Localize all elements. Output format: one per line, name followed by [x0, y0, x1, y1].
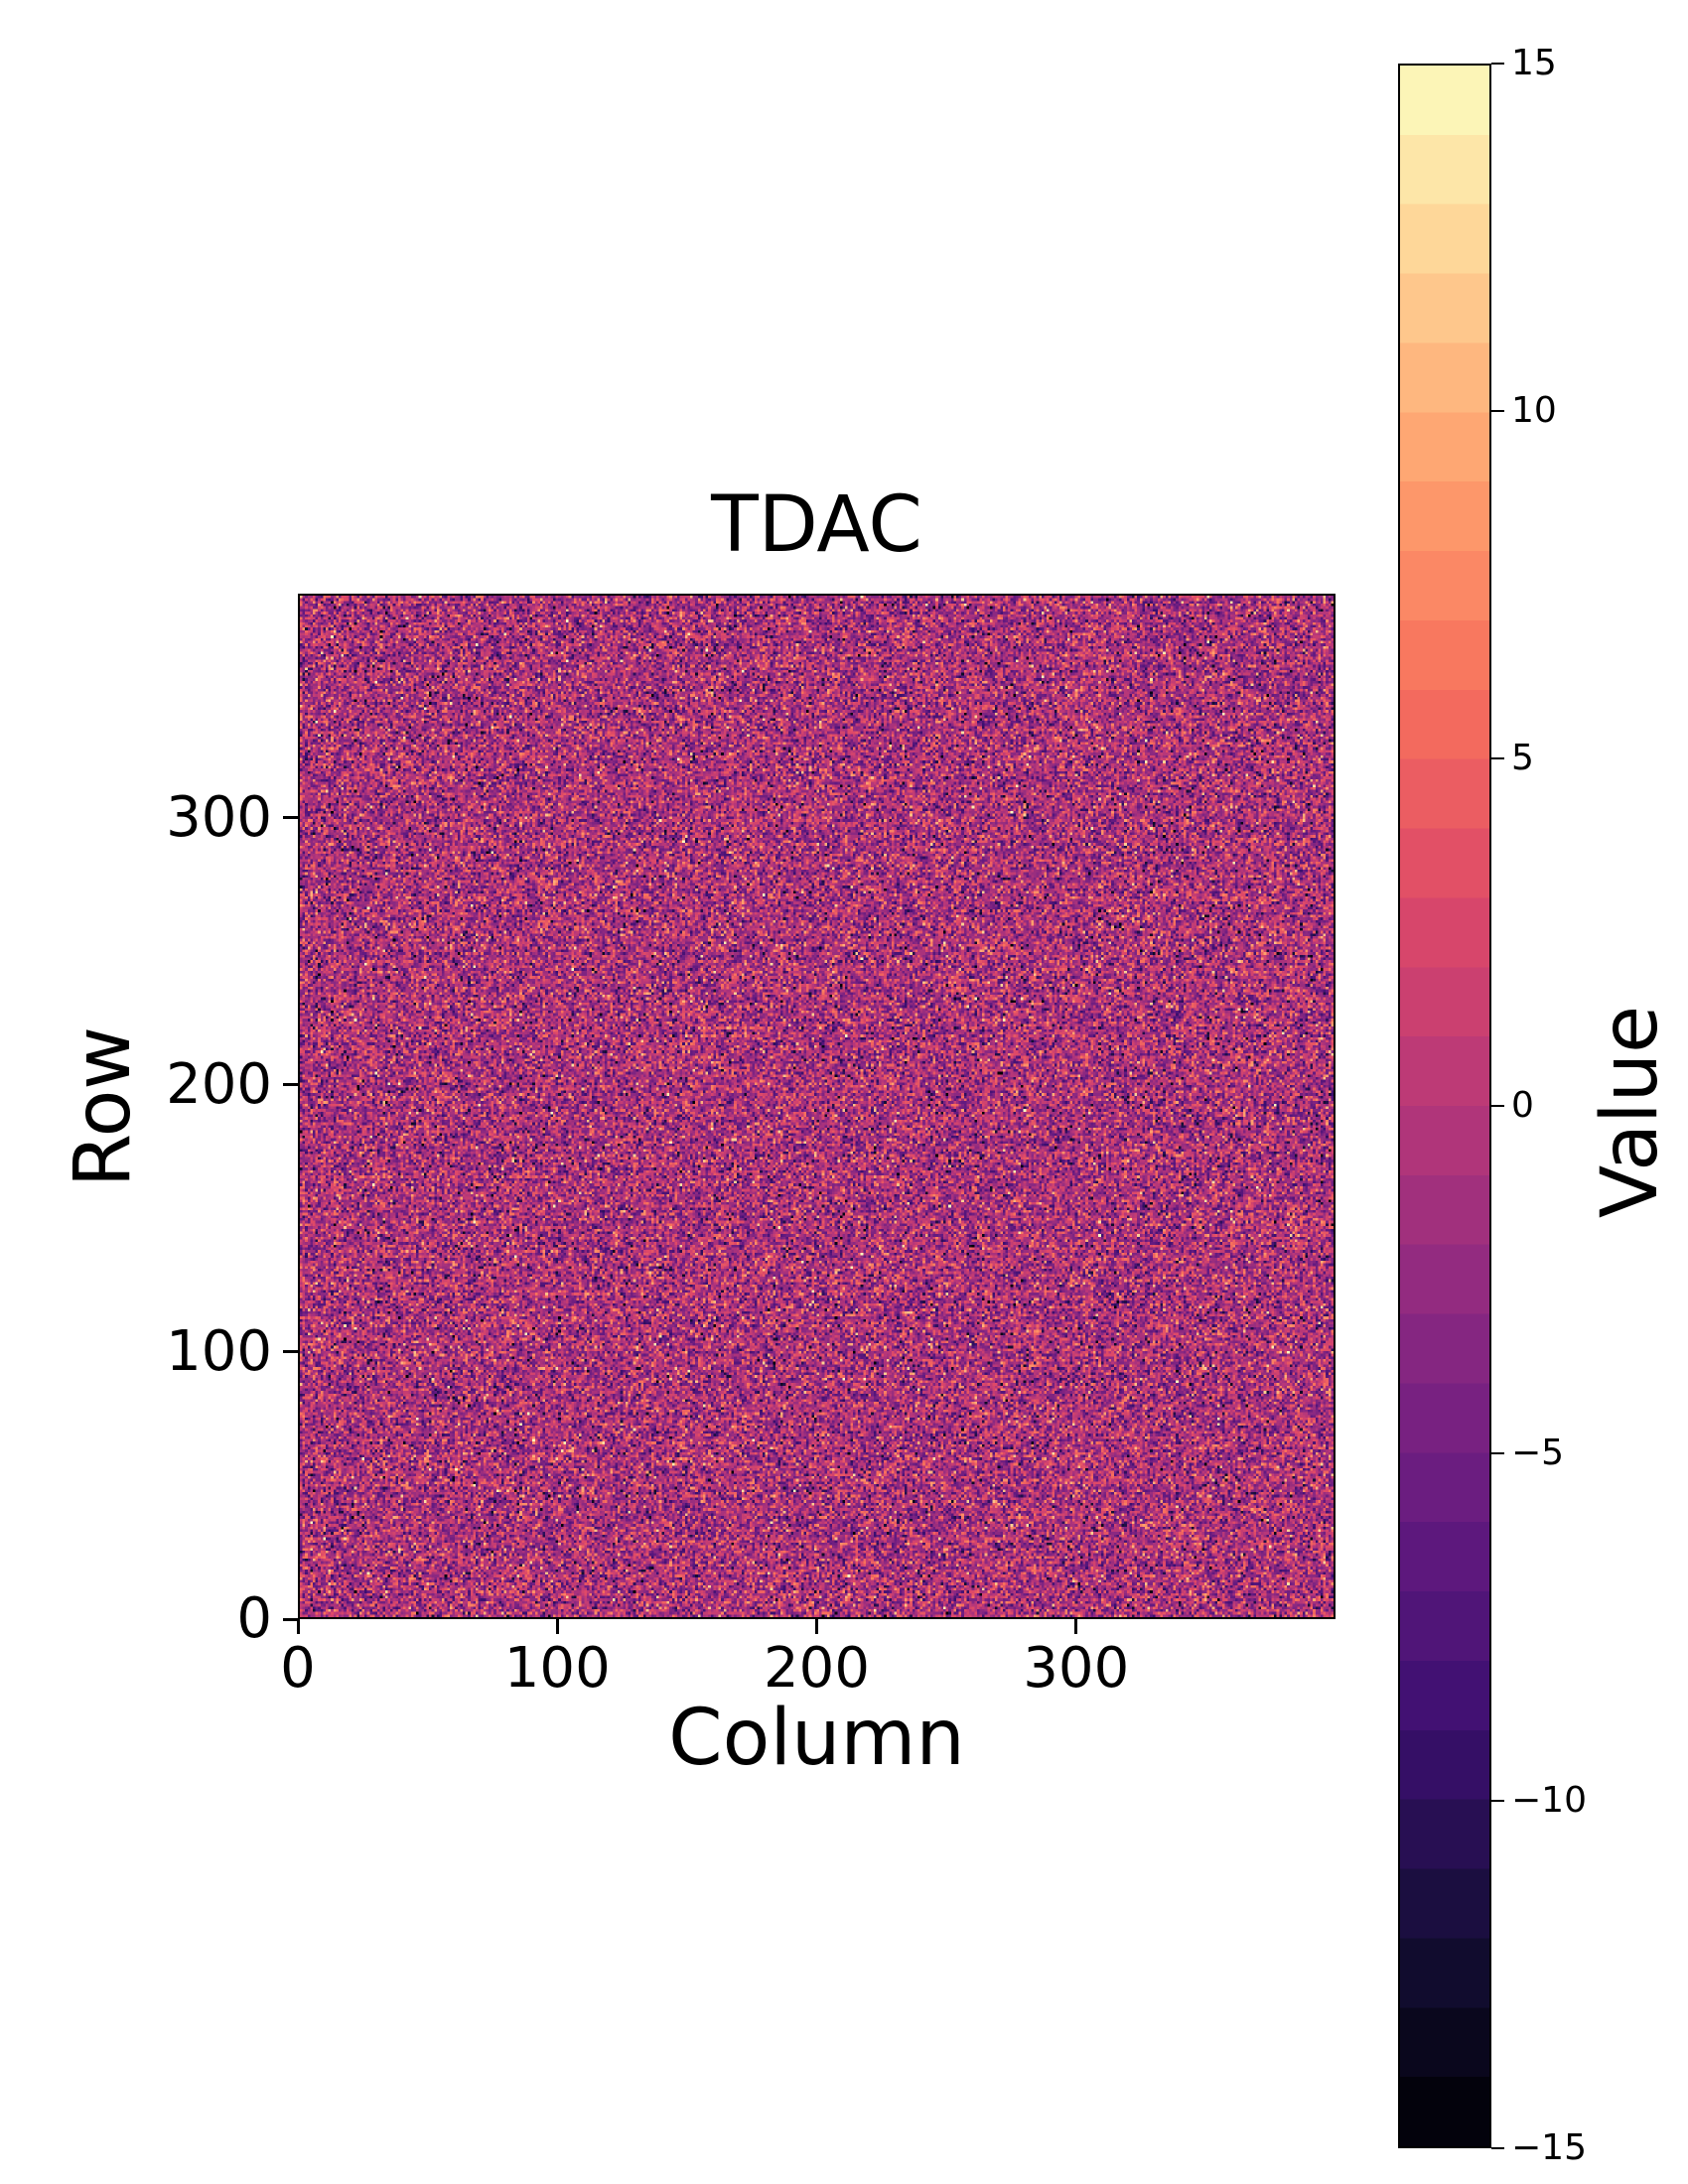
colorbar-canvas	[1400, 66, 1489, 2146]
x-tick-label: 0	[280, 1636, 316, 1701]
colorbar-tick-mark	[1491, 1452, 1504, 1454]
colorbar-label: Value	[1586, 1005, 1675, 1219]
colorbar-tick-mark	[1491, 1105, 1504, 1107]
y-tick-mark	[283, 1617, 298, 1621]
colorbar-tick-label: 0	[1511, 1085, 1534, 1126]
colorbar-tick-label: 15	[1511, 43, 1557, 83]
x-tick-mark	[296, 1619, 300, 1634]
colorbar-tick-label: 10	[1511, 390, 1557, 431]
y-tick-label: 100	[166, 1318, 272, 1384]
colorbar-tick-label: −5	[1511, 1433, 1565, 1473]
colorbar-tick-mark	[1491, 2147, 1504, 2149]
x-tick-label: 300	[1023, 1636, 1130, 1701]
x-tick-label: 100	[503, 1636, 611, 1701]
colorbar-tick-label: 5	[1511, 738, 1534, 778]
chart-title: TDAC	[711, 480, 922, 570]
x-tick-mark	[815, 1619, 818, 1634]
colorbar-tick-mark	[1491, 410, 1504, 412]
y-tick-label: 0	[236, 1586, 272, 1651]
colorbar	[1398, 64, 1491, 2148]
colorbar-tick-mark	[1491, 63, 1504, 65]
x-axis-label: Column	[668, 1694, 965, 1783]
x-tick-label: 200	[764, 1636, 870, 1701]
heatmap-plot	[298, 594, 1336, 1619]
heatmap-canvas	[300, 596, 1334, 1617]
y-tick-label: 300	[166, 784, 272, 850]
y-tick-mark	[283, 816, 298, 820]
y-tick-mark	[283, 1083, 298, 1087]
y-tick-mark	[283, 1350, 298, 1354]
y-tick-label: 200	[166, 1051, 272, 1117]
x-tick-mark	[555, 1619, 559, 1634]
y-axis-label: Row	[59, 1025, 148, 1188]
colorbar-tick-label: −15	[1511, 2127, 1587, 2168]
x-tick-mark	[1074, 1619, 1078, 1634]
colorbar-tick-label: −10	[1511, 1780, 1587, 1821]
colorbar-tick-mark	[1491, 757, 1504, 759]
colorbar-tick-mark	[1491, 1800, 1504, 1802]
